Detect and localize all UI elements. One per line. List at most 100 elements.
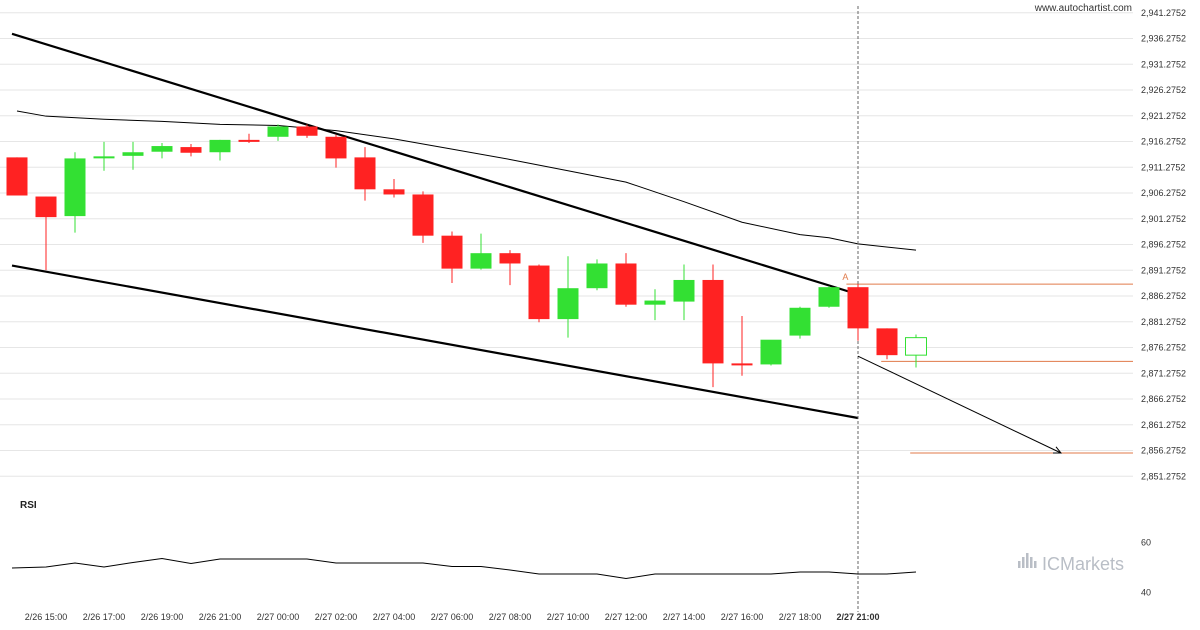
candle-body (325, 136, 347, 159)
x-tick-label: 2/26 15:00 (25, 612, 68, 622)
y-tick-label: 2,866.2752 (1141, 394, 1186, 404)
candle-body (122, 152, 144, 156)
candlesticks (6, 124, 927, 388)
candle (238, 133, 260, 143)
y-tick-label: 2,896.2752 (1141, 240, 1186, 250)
candle (6, 157, 28, 196)
brand-bar (1018, 561, 1021, 568)
y-tick-label: 2,906.2752 (1141, 188, 1186, 198)
candle (499, 250, 521, 286)
candle (876, 328, 898, 360)
candle-body (528, 265, 550, 320)
rsi-title: RSI (20, 500, 37, 511)
candle (673, 264, 695, 321)
x-tick-label: 2/27 12:00 (605, 612, 648, 622)
y-tick-label: 2,851.2752 (1141, 471, 1186, 481)
candle (615, 253, 637, 307)
brand-name: ICMarkets (1042, 554, 1124, 574)
brand-bar (1022, 557, 1025, 568)
y-tick-label: 2,901.2752 (1141, 214, 1186, 224)
channel-lower-line (11, 264, 859, 420)
candle-body (789, 307, 811, 336)
candle-body (64, 158, 86, 217)
y-tick-label: 2,856.2752 (1141, 446, 1186, 456)
brand-bar (1030, 557, 1033, 568)
candle-body (35, 196, 57, 218)
pattern-point-label: A (842, 272, 848, 282)
rsi-line (11, 557, 917, 580)
candle-body (267, 126, 289, 137)
rsi-tick-label: 40 (1141, 588, 1151, 598)
candle-body (673, 279, 695, 302)
x-tick-label: 2/27 16:00 (721, 612, 764, 622)
candle (296, 124, 318, 138)
candle-body (238, 139, 260, 142)
y-tick-label: 2,941.2752 (1141, 8, 1186, 18)
candle (905, 334, 927, 368)
level-lines: A (842, 6, 1133, 612)
candle-body (876, 328, 898, 356)
x-tick-label: 2/27 00:00 (257, 612, 300, 622)
candle (122, 141, 144, 170)
candle-body (847, 287, 869, 329)
moving-average (16, 110, 917, 251)
x-tick-label: 2/27 02:00 (315, 612, 358, 622)
forecast-projection (857, 355, 1063, 454)
candle-body (905, 337, 927, 356)
y-tick-label: 2,926.2752 (1141, 85, 1186, 95)
candle-body (702, 279, 724, 364)
candle-body (93, 156, 115, 159)
candle (557, 256, 579, 338)
x-tick-label: 2/27 10:00 (547, 612, 590, 622)
price-axis: 2,941.2752 2,936.2752 2,931.2752 2,926.2752… (1141, 8, 1186, 482)
candle (354, 147, 376, 201)
y-tick-label: 2,911.2752 (1141, 162, 1185, 172)
x-tick-label: 2/27 14:00 (663, 612, 706, 622)
candle (760, 339, 782, 366)
candle (818, 286, 840, 308)
candle (209, 139, 231, 161)
brand-bar (1026, 553, 1029, 568)
candle-body (760, 339, 782, 365)
candle (789, 306, 811, 339)
y-tick-label: 2,861.2752 (1141, 420, 1186, 430)
grid-lines (0, 12, 1133, 477)
candle-body (180, 147, 202, 153)
candle (586, 259, 608, 291)
forecast-arrowhead (1052, 446, 1063, 454)
candle-body (731, 363, 753, 366)
brand-bars-icon (1018, 553, 1037, 568)
brand-logo: ICMarkets (1018, 553, 1124, 574)
y-tick-label: 2,876.2752 (1141, 343, 1186, 353)
x-tick-label: 2/27 06:00 (431, 612, 474, 622)
candle (93, 141, 115, 171)
candle (412, 191, 434, 243)
candle (180, 143, 202, 157)
candle (64, 152, 86, 233)
channel-upper-line (11, 32, 859, 296)
brand-word: Markets (1060, 554, 1124, 574)
rsi-tick-label: 60 (1141, 538, 1151, 548)
time-axis: 2/26 15:00 2/26 17:00 2/26 19:00 2/26 21:00… (25, 612, 880, 622)
candle (325, 134, 347, 168)
candle (35, 196, 57, 271)
candle-body (586, 263, 608, 289)
candle-body (6, 157, 28, 196)
y-tick-label: 2,936.2752 (1141, 34, 1186, 44)
trend-channel (11, 32, 859, 420)
candle (702, 264, 724, 388)
candle-body (818, 287, 840, 307)
source-watermark: www.autochartist.com (1034, 3, 1132, 14)
x-tick-label: 2/26 19:00 (141, 612, 184, 622)
candle (644, 289, 666, 321)
candle-body (296, 126, 318, 136)
candle-body (209, 139, 231, 153)
candle-body (441, 235, 463, 269)
moving-average-line (16, 110, 917, 251)
y-tick-label: 2,886.2752 (1141, 291, 1186, 301)
candle-body (499, 253, 521, 264)
candle (383, 179, 405, 198)
candle (267, 124, 289, 141)
candle-body (383, 189, 405, 195)
